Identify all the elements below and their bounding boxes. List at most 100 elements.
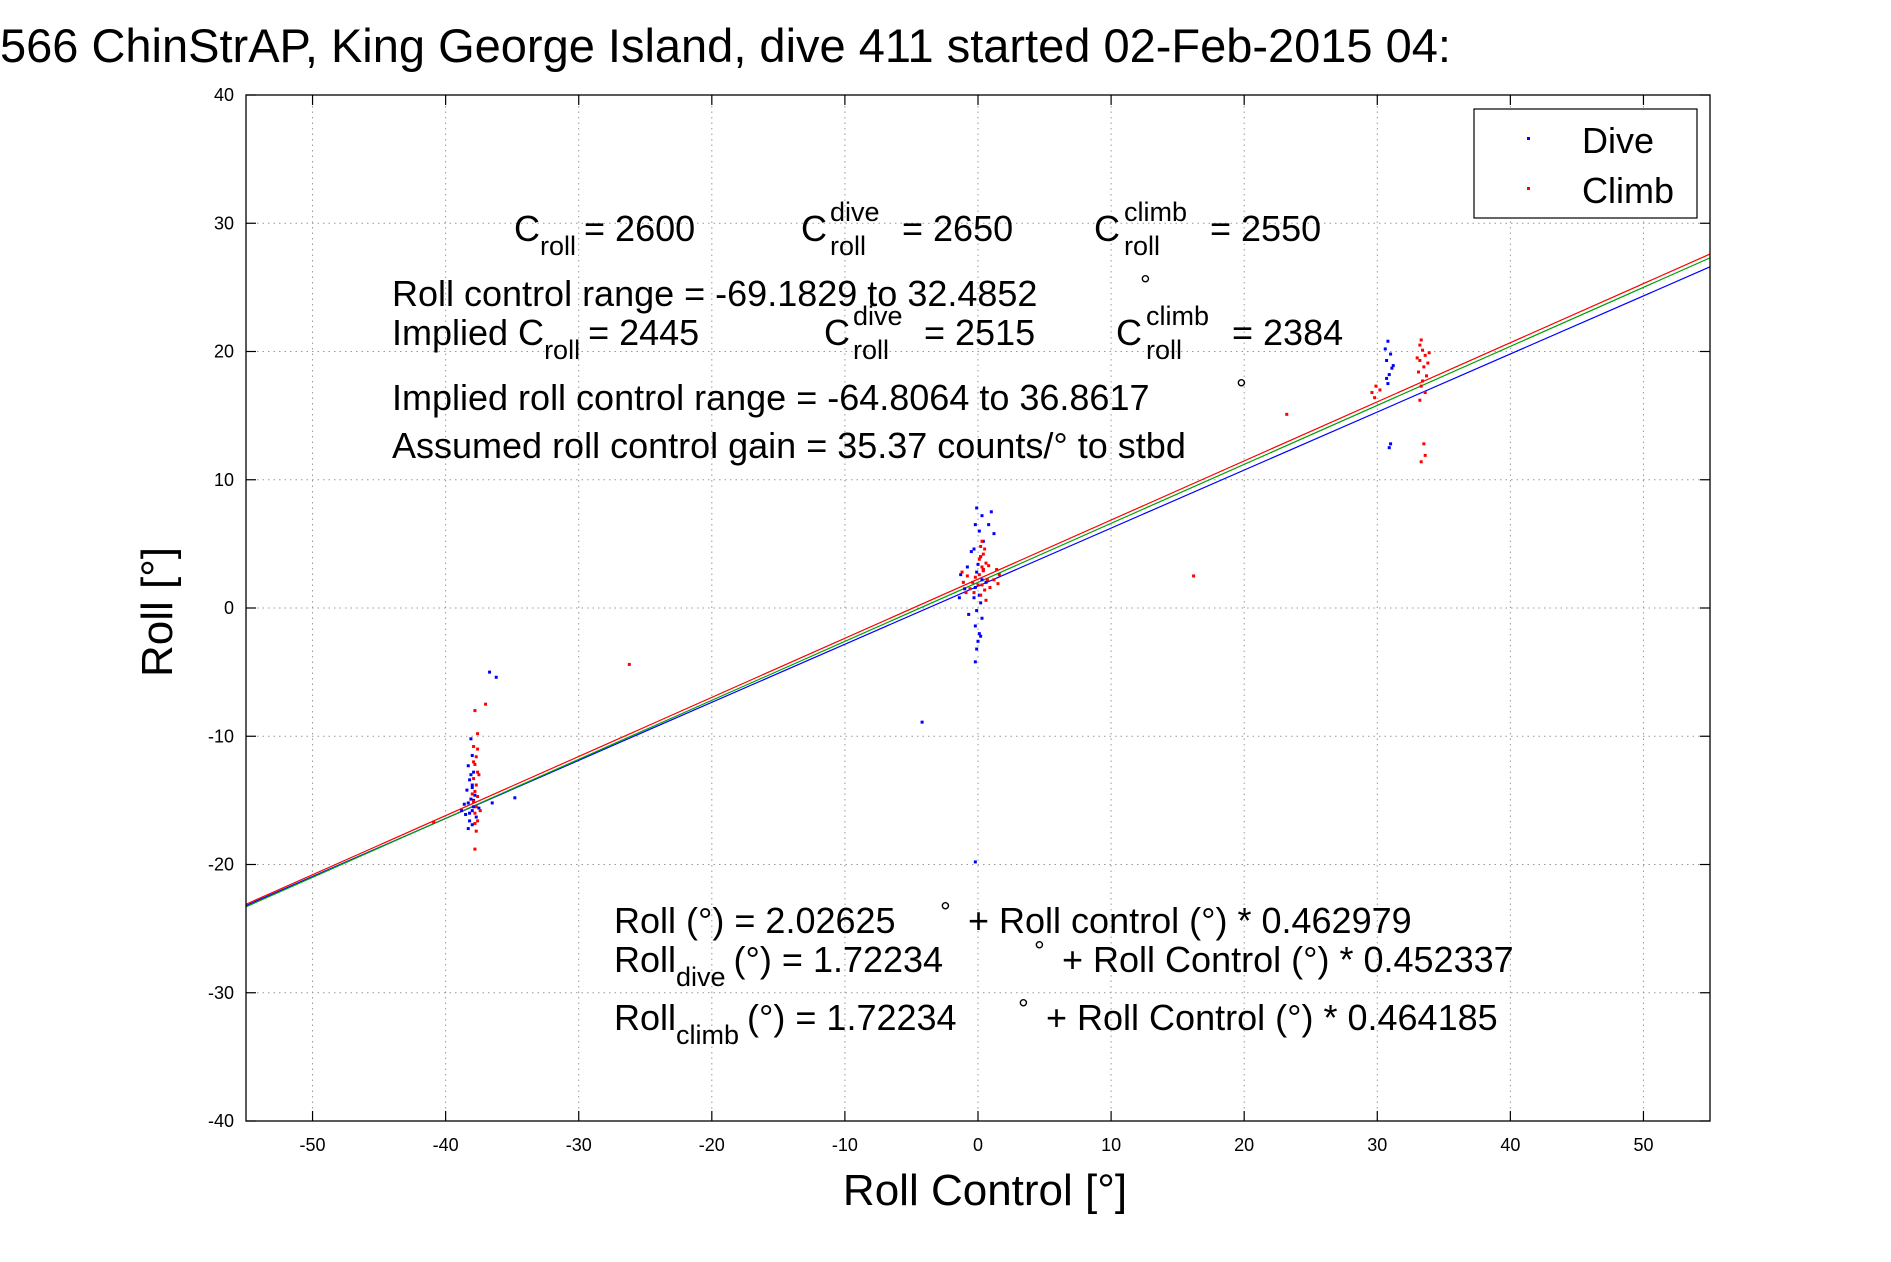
c-roll-climb-superscript: climb: [1124, 197, 1187, 227]
data-point-climb: [984, 598, 988, 602]
data-point-climb: [992, 578, 996, 582]
x-tick-label: -30: [566, 1135, 592, 1155]
data-point-dive: [472, 770, 476, 774]
data-point-dive: [987, 523, 991, 527]
data-point-climb: [476, 747, 480, 751]
data-point-climb: [473, 709, 477, 713]
data-point-climb: [1426, 361, 1430, 365]
data-point-dive: [969, 550, 973, 554]
x-axis-label: Roll Control [°]: [843, 1166, 1127, 1215]
x-tick-label: -10: [832, 1135, 858, 1155]
data-point-climb: [983, 547, 987, 551]
data-point-dive: [468, 819, 472, 823]
data-point-climb: [473, 789, 477, 793]
y-tick-label: 40: [214, 85, 234, 105]
data-point-climb: [474, 829, 478, 833]
x-tick-label: 20: [1234, 1135, 1254, 1155]
data-point-dive: [973, 660, 977, 664]
data-point-climb: [977, 557, 981, 561]
data-point-climb: [473, 811, 477, 815]
data-point-climb: [1427, 351, 1431, 355]
data-point-climb: [474, 755, 478, 759]
fit-equation-all-tail: + Roll control (°) * 0.462979: [968, 900, 1412, 941]
data-point-climb: [627, 662, 631, 666]
data-point-climb: [1419, 338, 1423, 342]
data-point-dive: [469, 773, 473, 777]
data-point-climb: [1370, 391, 1374, 395]
c-roll-dive-value: = 2650: [902, 208, 1013, 249]
data-point-dive: [975, 570, 979, 574]
data-point-dive: [975, 506, 979, 510]
fit-equation-all: Roll (°) = 2.02625: [614, 900, 896, 941]
roll-control-gain: Assumed roll control gain = 35.37 counts…: [392, 425, 1186, 466]
data-point-dive: [976, 639, 980, 643]
data-point-dive: [494, 675, 498, 679]
y-axis-label: Roll [°]: [133, 547, 182, 677]
data-point-climb: [476, 732, 480, 736]
data-point-climb: [972, 591, 976, 595]
data-point-dive: [959, 573, 963, 577]
data-point-climb: [995, 568, 999, 572]
data-point-climb: [476, 819, 480, 823]
roll-control-range-deg: °: [1140, 270, 1151, 300]
data-point-dive: [973, 585, 977, 589]
data-point-dive: [965, 565, 969, 569]
data-point-climb: [971, 580, 975, 584]
data-point-climb: [983, 588, 987, 592]
data-point-climb: [1192, 574, 1196, 578]
data-point-climb: [980, 565, 984, 569]
data-point-dive: [470, 786, 474, 790]
fit-equation-dive: Rolldive (°) = 1.72234: [614, 939, 943, 992]
data-point-dive: [1383, 347, 1387, 351]
implied-c-roll-climb-subscript: roll: [1146, 335, 1182, 365]
data-point-climb: [473, 762, 477, 766]
data-point-climb: [979, 555, 983, 559]
y-tick-label: -20: [208, 855, 234, 875]
implied-c-roll-climb-value: = 2384: [1232, 312, 1343, 353]
x-tick-label: -40: [433, 1135, 459, 1155]
data-point-climb: [977, 573, 981, 577]
data-point-dive: [977, 632, 981, 636]
annotations-coefficients: Croll = 2600 C dive roll = 2650 C climb r…: [392, 197, 1343, 466]
data-point-climb: [1415, 356, 1419, 360]
data-point-climb: [1417, 370, 1421, 374]
data-point-climb: [997, 573, 1001, 577]
data-point-dive: [470, 753, 474, 757]
c-roll-climb-label: C: [1094, 208, 1120, 249]
data-point-dive: [1389, 352, 1393, 356]
data-point-dive: [460, 809, 464, 813]
data-point-dive: [469, 737, 473, 741]
fit-equation-dive-tail: + Roll Control (°) * 0.452337: [1062, 939, 1514, 980]
data-point-dive: [973, 523, 977, 527]
implied-c-roll-dive-superscript: dive: [853, 301, 903, 331]
data-point-dive: [977, 529, 981, 533]
data-point-climb: [470, 792, 474, 796]
x-tick-label: 40: [1500, 1135, 1520, 1155]
data-point-climb: [1418, 343, 1422, 347]
data-point-climb: [960, 570, 964, 574]
data-point-climb: [987, 564, 991, 568]
fit-equation-climb-deg: °: [1018, 994, 1029, 1024]
data-point-dive: [979, 634, 983, 638]
data-point-climb: [472, 745, 476, 749]
data-point-climb: [1422, 442, 1426, 446]
data-point-dive: [473, 793, 477, 797]
axis-ticks: -50 -40 -30 -20 -10 0 10 20 30 40 50 -40 -30 -20 -10 0 1…: [208, 85, 1710, 1155]
x-tick-label: -20: [699, 1135, 725, 1155]
data-point-dive: [976, 562, 980, 566]
data-point-dive: [468, 811, 472, 815]
data-point-dive: [1386, 382, 1390, 386]
data-point-climb: [988, 585, 992, 589]
data-point-climb: [474, 783, 478, 787]
legend: Dive Climb: [1473, 108, 1698, 219]
data-point-dive: [470, 783, 474, 787]
y-tick-label: 30: [214, 213, 234, 233]
data-point-climb: [980, 539, 984, 543]
legend-box: [1473, 108, 1698, 219]
data-point-dive: [972, 547, 976, 551]
implied-c-roll-dive-subscript: roll: [853, 335, 889, 365]
data-point-dive: [1385, 358, 1389, 362]
fit-equation-dive-deg: °: [1034, 936, 1045, 966]
data-point-climb: [1423, 453, 1427, 457]
